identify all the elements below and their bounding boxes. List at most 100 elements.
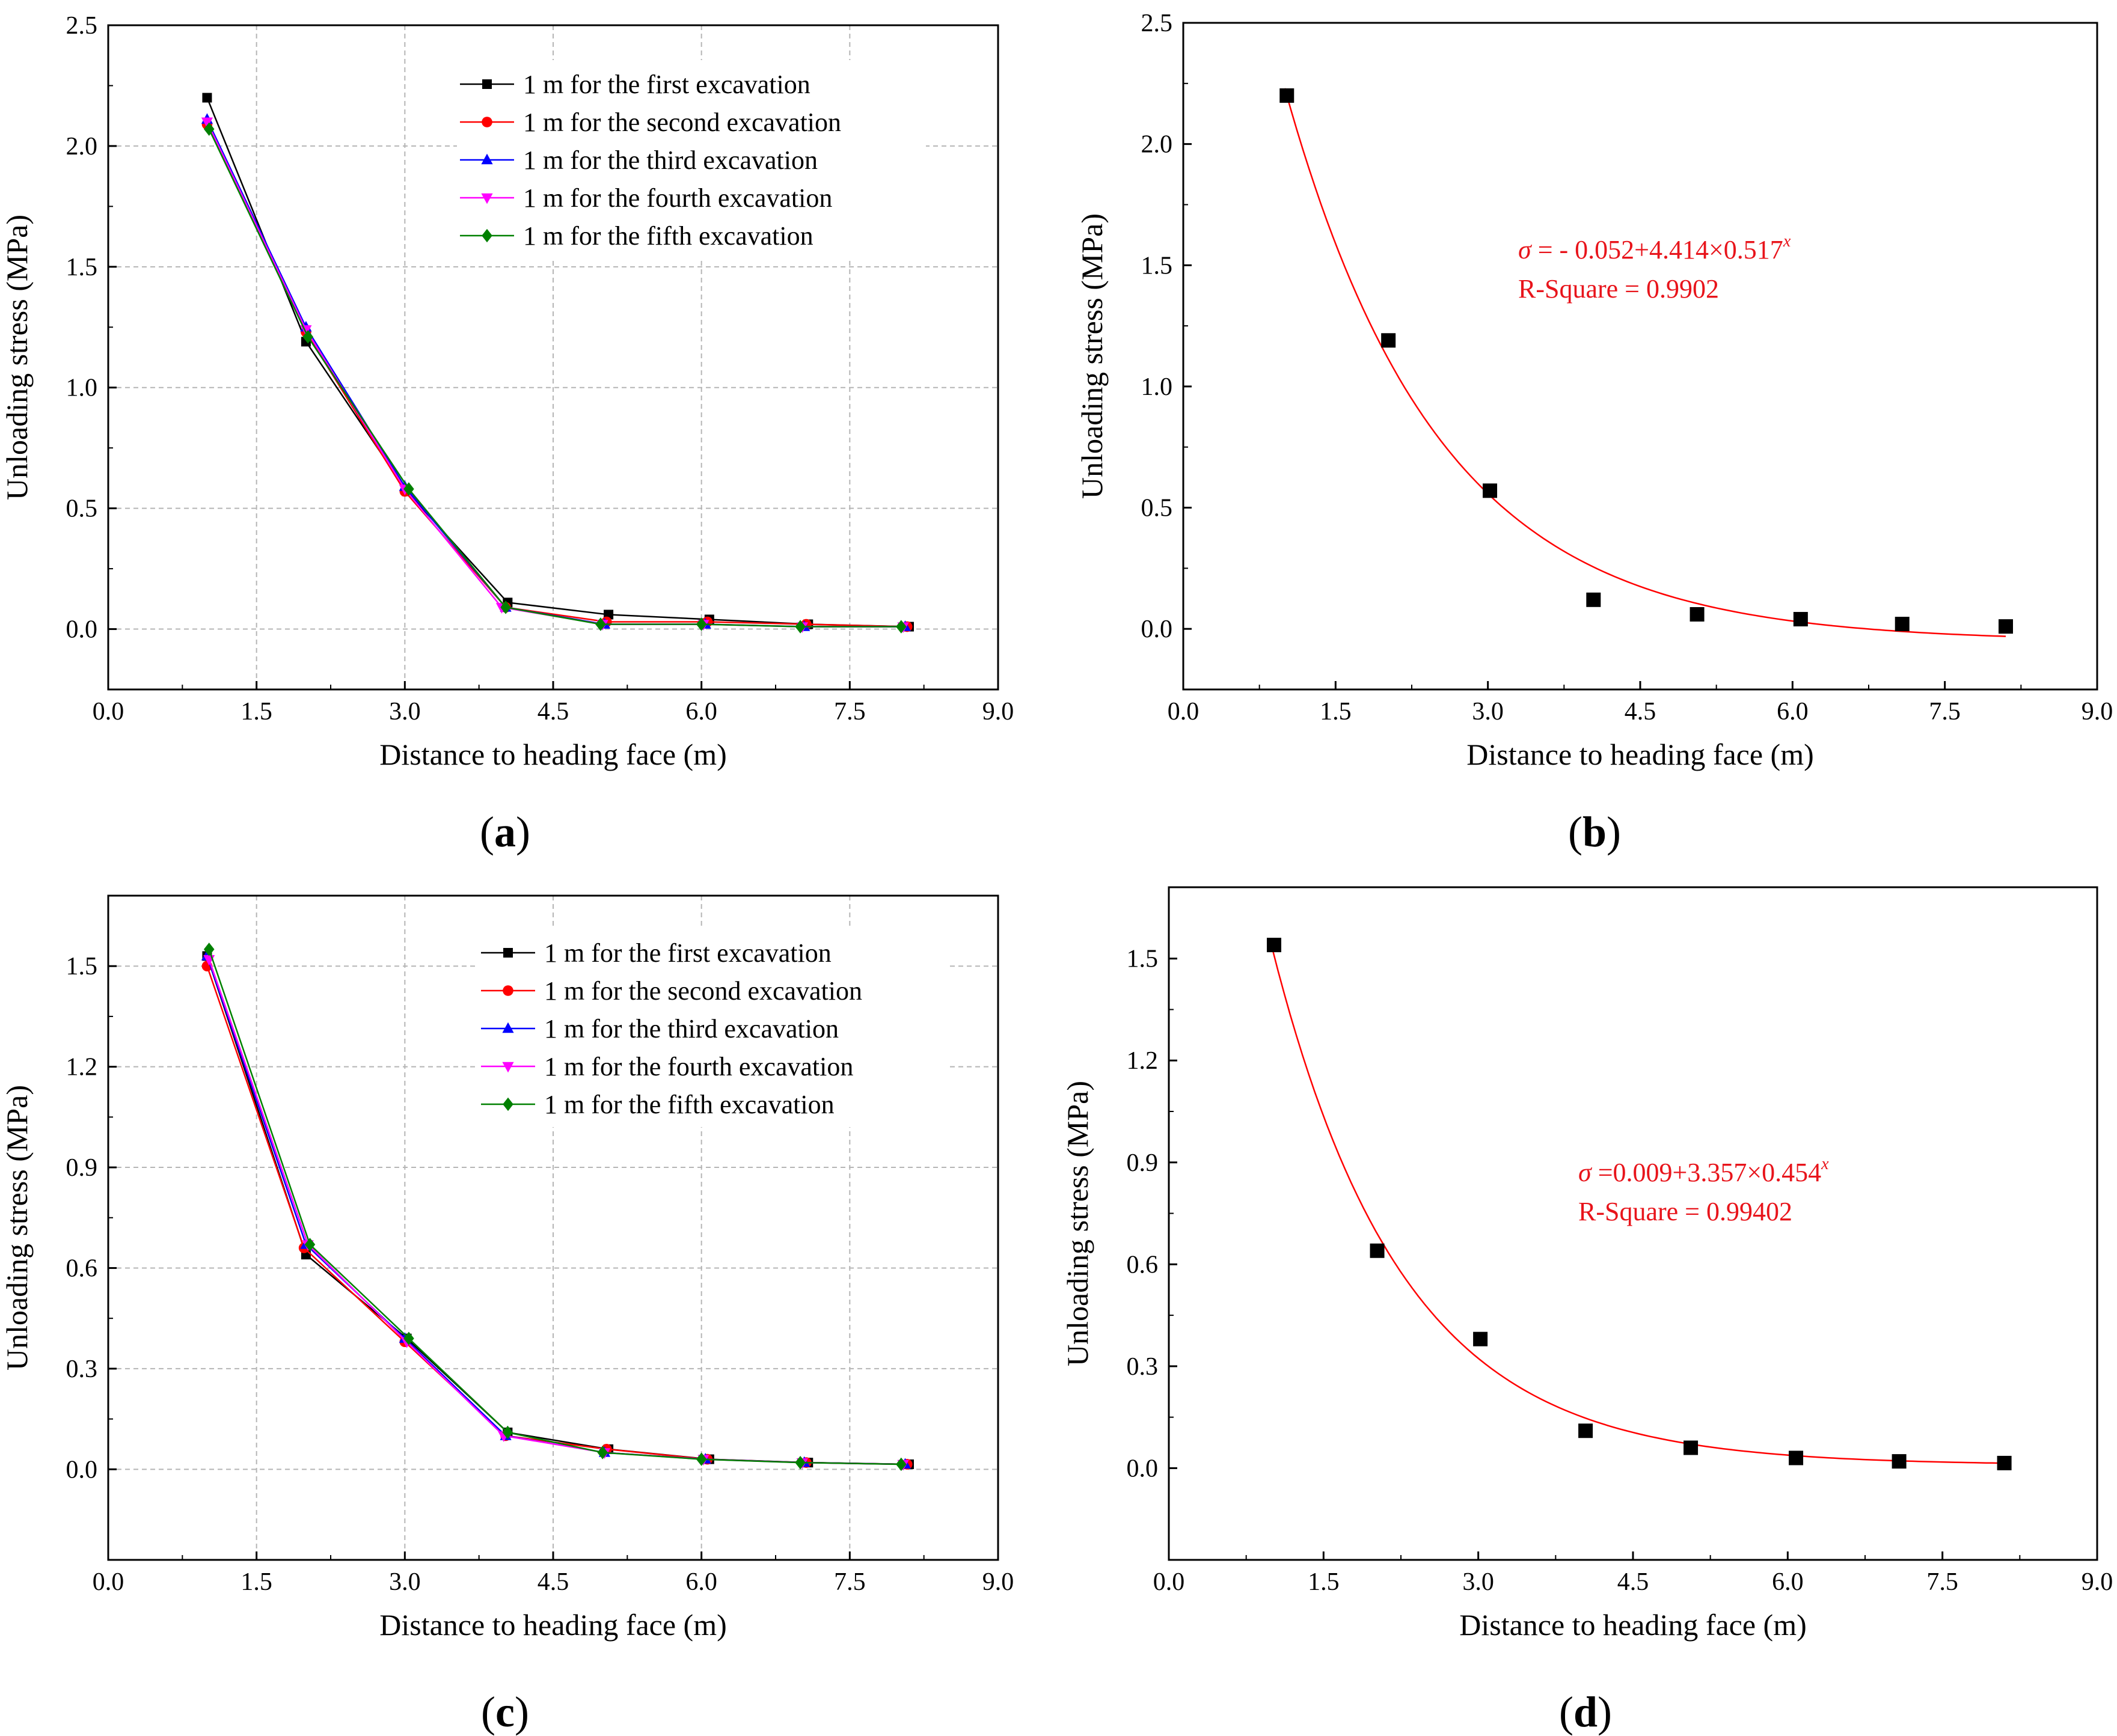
x-tick-label: 1.5: [240, 698, 272, 726]
legend-marker: [482, 117, 492, 127]
data-point: [1997, 1455, 2012, 1470]
equation-exponent: x: [1821, 1155, 1829, 1173]
panel-label-open: (: [480, 808, 494, 856]
data-point: [502, 1425, 513, 1440]
panel-label-close: ): [1598, 1688, 1612, 1736]
data-point: [795, 620, 806, 634]
y-tick-label: 1.5: [1141, 252, 1173, 280]
equation-exponent: x: [1783, 232, 1791, 251]
legend: 1 m for the first excavation 1 m for the …: [457, 60, 926, 258]
panel-label-letter: a: [494, 808, 516, 856]
x-tick-label: 9.0: [2082, 698, 2113, 726]
data-point: [696, 1452, 707, 1466]
panel-label-letter: c: [495, 1688, 515, 1736]
data-point: [696, 617, 707, 631]
data-point: [403, 482, 414, 496]
data-point: [403, 1331, 414, 1345]
data-point: [500, 601, 511, 614]
x-tick-label: 4.5: [1617, 1568, 1649, 1596]
fit-curve: [1271, 947, 2005, 1464]
y-tick-label: 0.6: [66, 1255, 98, 1282]
legend-marker: [503, 985, 513, 996]
legend-entry: 1 m for the fourth excavation: [523, 183, 832, 213]
x-tick-label: 4.5: [538, 1568, 569, 1596]
data-point: [896, 620, 907, 634]
data-point: [1895, 617, 1910, 632]
x-axis-title: Distance to heading face (m): [379, 738, 727, 771]
y-tick-label: 0.5: [66, 495, 98, 523]
data-point: [1683, 1440, 1699, 1455]
y-tick-label: 0.0: [66, 1456, 98, 1484]
y-tick-label: 1.2: [1127, 1047, 1159, 1075]
legend-marker: [481, 193, 493, 204]
data-point: [597, 1446, 608, 1459]
x-tick-label: 7.5: [1926, 1568, 1958, 1596]
r-square: R-Square = 0.99402: [1578, 1197, 1792, 1226]
legend-marker: [482, 79, 492, 89]
x-tick-label: 3.0: [389, 1568, 421, 1596]
data-point: [1586, 592, 1601, 607]
x-tick-label: 0.0: [93, 698, 124, 726]
y-tick-label: 0.0: [1127, 1455, 1159, 1482]
x-tick-label: 3.0: [389, 698, 421, 726]
data-point: [1483, 483, 1498, 498]
y-axis-title: Unloading stress (MPa): [0, 215, 34, 500]
y-tick-label: 0.5: [1141, 495, 1173, 522]
y-tick-label: 0.0: [66, 616, 98, 644]
legend-entry: 1 m for the first excavation: [544, 938, 832, 968]
legend-entry: 1 m for the second excavation: [523, 108, 841, 137]
y-tick-label: 2.5: [66, 12, 98, 40]
panel-label-open: (: [1559, 1688, 1573, 1736]
x-tick-label: 0.0: [1153, 1568, 1185, 1596]
data-point: [595, 617, 606, 631]
y-tick-label: 1.5: [66, 254, 98, 281]
legend-marker: [503, 1097, 513, 1111]
x-tick-label: 9.0: [982, 698, 1014, 726]
fit-equation: σ = - 0.052+4.414×0.517x: [1518, 232, 1791, 264]
data-point: [203, 122, 215, 136]
x-axis-title: Distance to heading face (m): [1459, 1608, 1807, 1642]
equation-body: = - 0.052+4.414×0.517: [1531, 235, 1783, 264]
legend-entry: 1 m for the third excavation: [523, 145, 818, 175]
y-tick-label: 1.0: [66, 374, 98, 402]
data-point: [203, 943, 215, 956]
x-tick-label: 9.0: [2082, 1568, 2113, 1596]
data-point: [201, 117, 213, 129]
y-axis-title: Unloading stress (MPa): [1075, 213, 1109, 499]
x-tick-label: 6.0: [1777, 698, 1809, 726]
y-tick-label: 0.3: [66, 1355, 98, 1383]
equation-symbol: σ: [1578, 1158, 1593, 1187]
x-axis-title: Distance to heading face (m): [1466, 738, 1814, 771]
y-axis-title: Unloading stress (MPa): [0, 1085, 34, 1371]
x-tick-label: 1.5: [1320, 698, 1352, 726]
data-point: [1789, 1450, 1804, 1466]
panel-label: (d): [1559, 1688, 1612, 1736]
legend-entry: 1 m for the fifth excavation: [544, 1090, 835, 1119]
y-tick-label: 0.9: [1127, 1149, 1159, 1177]
x-tick-label: 0.0: [93, 1568, 124, 1596]
x-tick-label: 3.0: [1472, 698, 1504, 726]
x-tick-label: 3.0: [1462, 1568, 1494, 1596]
legend-marker: [503, 948, 513, 958]
data-point: [202, 93, 212, 103]
panel-label-letter: b: [1582, 808, 1607, 856]
y-tick-label: 1.5: [66, 953, 98, 980]
fit-curve: [1284, 88, 2006, 637]
data-point: [1473, 1331, 1488, 1346]
legend-box: [478, 929, 947, 1127]
legend-entry: 1 m for the fourth excavation: [544, 1052, 853, 1081]
data-point: [1370, 1243, 1385, 1258]
data-point: [795, 1455, 806, 1470]
chart-panel-a: 0.0 1.5 3.0 4.5 6.0 7.5 9.0 0.0 0.5 1.0 1.5 2.0 2.5 D…: [0, 12, 1014, 856]
y-axis-title: Unloading stress (MPa): [1061, 1081, 1094, 1366]
x-tick-label: 6.0: [685, 698, 717, 726]
y-tick-label: 1.2: [66, 1054, 98, 1081]
chart-panel-b: 0.0 1.5 3.0 4.5 6.0 7.5 9.0 0.0 0.5 1.0 1.5 2.0 2.5 D…: [1075, 10, 2113, 856]
legend-entry: 1 m for the third excavation: [544, 1014, 839, 1044]
legend-box: [457, 60, 926, 258]
data-point: [1690, 607, 1705, 622]
panel-label-open: (: [1568, 808, 1582, 856]
y-tick-label: 0.6: [1127, 1251, 1159, 1279]
legend-marker: [502, 1062, 514, 1073]
panel-label: (c): [481, 1688, 529, 1736]
